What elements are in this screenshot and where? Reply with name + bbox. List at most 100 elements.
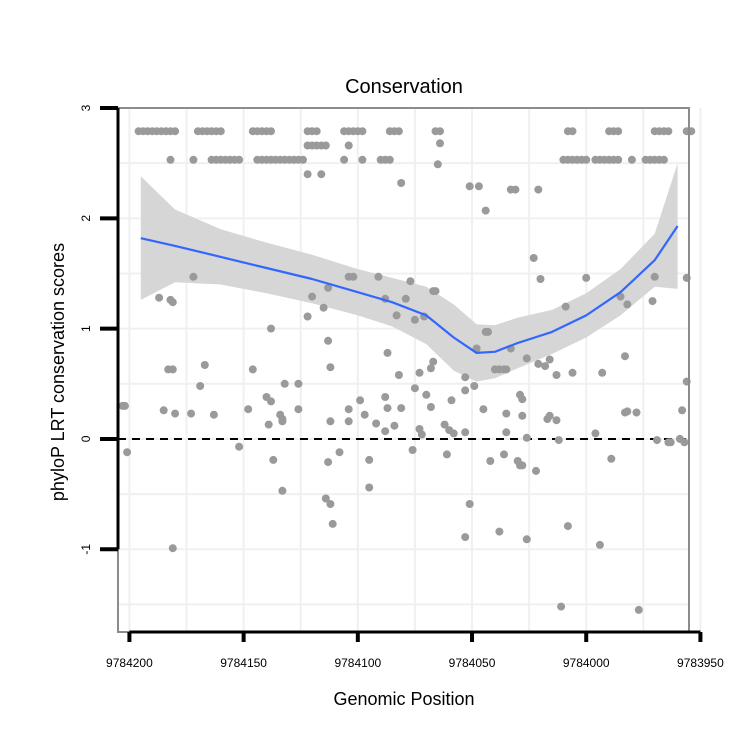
data-point (532, 466, 540, 475)
data-point (648, 297, 657, 306)
data-point (383, 404, 392, 413)
data-point (518, 461, 527, 470)
data-point (159, 406, 168, 415)
data-point (397, 404, 406, 413)
data-point (500, 450, 508, 459)
data-point (650, 272, 659, 281)
data-point (436, 127, 444, 136)
data-point (552, 416, 561, 425)
data-point (321, 141, 330, 150)
smooth-layer (140, 225, 679, 354)
data-point (582, 155, 591, 164)
data-point (554, 436, 563, 445)
x-tick-label: 9783950 (677, 656, 724, 670)
data-point (303, 170, 312, 179)
data-point (381, 427, 390, 436)
data-point (360, 410, 369, 419)
data-point (595, 540, 604, 549)
data-point (621, 408, 629, 417)
data-point (598, 368, 607, 377)
data-point (449, 429, 458, 438)
data-point (299, 155, 307, 164)
data-point (326, 417, 335, 426)
data-point (187, 409, 196, 418)
data-point (607, 454, 616, 463)
ribbon-layer (140, 163, 678, 382)
data-point (171, 127, 180, 136)
data-point (634, 605, 643, 614)
data-point (326, 500, 335, 508)
data-point (417, 430, 426, 439)
chart-title: Conservation (345, 76, 463, 98)
y-tick-label: 1 (79, 325, 93, 332)
data-point (372, 419, 381, 428)
data-point (324, 283, 333, 292)
data-point (406, 277, 415, 286)
data-point (440, 420, 449, 429)
data-point (470, 382, 479, 390)
data-point (561, 302, 570, 311)
data-point (426, 364, 435, 373)
data-point (385, 155, 394, 164)
data-point (303, 312, 312, 321)
data-point (442, 450, 451, 459)
x-tick-label: 9784200 (106, 656, 153, 670)
data-point (267, 127, 275, 136)
data-point (502, 365, 511, 374)
data-point (563, 522, 572, 531)
data-point (248, 365, 257, 374)
data-point (394, 127, 403, 136)
data-point (324, 458, 333, 467)
data-point (614, 127, 623, 136)
data-point (365, 455, 374, 464)
data-point (591, 429, 600, 438)
x-tick-label: 9784100 (334, 656, 381, 670)
data-point (294, 379, 303, 388)
data-point (534, 359, 543, 368)
data-point (666, 438, 675, 447)
data-point (166, 155, 175, 164)
data-point (659, 155, 668, 164)
data-point (168, 365, 177, 374)
data-point (335, 448, 344, 457)
data-point (614, 155, 623, 164)
x-tick-label: 9784050 (449, 656, 496, 670)
data-point (189, 272, 198, 281)
data-point (502, 409, 511, 418)
data-point (534, 185, 543, 194)
data-point (155, 293, 164, 302)
data-point (536, 275, 545, 283)
grid (118, 107, 702, 632)
data-point (511, 185, 520, 194)
y-tick-label: 0 (79, 435, 93, 442)
data-point (244, 405, 253, 414)
data-point (235, 442, 244, 451)
data-point (120, 401, 129, 410)
data-point (408, 446, 417, 454)
data-point (529, 254, 538, 262)
y-tick-label: 3 (79, 104, 93, 111)
data-point (623, 300, 632, 309)
data-point (664, 127, 673, 136)
data-point (433, 160, 442, 169)
data-point (426, 403, 435, 411)
data-point (278, 486, 287, 495)
data-point (465, 500, 474, 508)
data-point (461, 386, 470, 395)
data-point (171, 409, 180, 418)
data-point (627, 155, 636, 164)
data-point (522, 433, 531, 442)
data-point (461, 533, 470, 542)
data-point (390, 421, 399, 430)
data-point (123, 448, 132, 457)
data-point (465, 182, 474, 191)
data-point (479, 405, 488, 414)
data-point (365, 483, 374, 492)
data-point (436, 139, 444, 148)
data-point (168, 544, 177, 553)
data-point (209, 410, 218, 419)
data-point (568, 368, 577, 377)
data-point (653, 436, 661, 445)
data-point (486, 457, 495, 465)
